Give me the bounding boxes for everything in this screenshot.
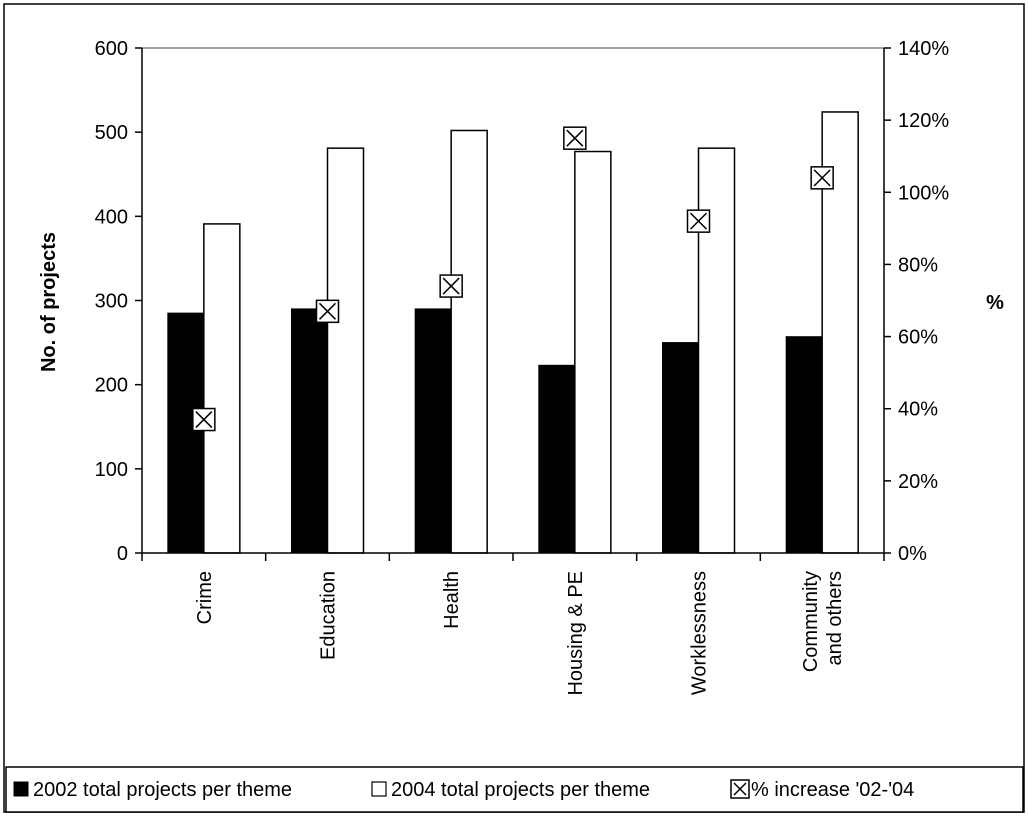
pct-marker-2 [439, 274, 463, 298]
bar-2002-3 [538, 364, 576, 554]
pct-marker-4 [686, 209, 711, 233]
x-category-label: Education [318, 571, 340, 660]
legend-label-2002: 2002 total projects per theme [33, 779, 292, 801]
y-tick-label: 200 [95, 375, 128, 397]
y2-tick-label: 0% [898, 543, 927, 565]
y-tick-label: 600 [95, 38, 128, 60]
bar-2002-2 [414, 308, 452, 554]
bar-2004-1 [326, 147, 365, 554]
y2-tick-label: 140% [898, 38, 949, 60]
pct-marker-1 [315, 299, 340, 324]
x-category-label: Crime [194, 571, 216, 624]
pct-marker-5 [810, 166, 834, 190]
bar-2002-1 [291, 308, 328, 554]
bar-2004-0 [203, 223, 241, 554]
marker-layer [192, 126, 834, 432]
bar-2002-5 [785, 336, 823, 554]
pct-marker-3 [563, 126, 587, 150]
bar-2004-2 [450, 129, 488, 554]
y-tick-label: 500 [95, 122, 128, 144]
x-category-label: Worklessness [689, 571, 711, 695]
bar-2004-4 [697, 147, 736, 554]
bar-2002-4 [662, 342, 699, 554]
y2-tick-label: 20% [898, 471, 938, 493]
x-category-label: and others [824, 571, 846, 666]
legend-swatch-pct [730, 779, 750, 799]
y2-axis-title: % [986, 292, 1004, 314]
y-tick-label: 0 [117, 543, 128, 565]
bar-layer [167, 111, 859, 554]
y-tick-label: 100 [95, 459, 128, 481]
y2-tick-label: 120% [898, 110, 949, 132]
chart-border [3, 3, 1025, 813]
legend-swatch-2004 [371, 781, 387, 797]
y2-tick-label: 100% [898, 182, 949, 204]
legend: 2002 total projects per theme 2004 total … [13, 779, 914, 801]
bar-2002-0 [167, 312, 205, 554]
bar-2004-3 [574, 150, 612, 554]
legend-box [5, 766, 1024, 813]
y2-tick-label: 60% [898, 327, 938, 349]
label-layer: 0 100 200 300 400 500 600 0% 20% 40% 60% 80% 100% 120… [95, 38, 950, 696]
axes-layer [135, 47, 891, 561]
y-tick-label: 400 [95, 206, 128, 228]
y-tick-label: 300 [95, 291, 128, 313]
y2-tick-label: 40% [898, 399, 938, 421]
y-axis-title: No. of projects [38, 232, 60, 372]
x-category-label: Community [800, 571, 822, 672]
legend-label-pct: % increase '02-'04 [751, 779, 914, 801]
y2-tick-label: 80% [898, 254, 938, 276]
pct-marker-0 [192, 407, 216, 432]
x-category-label: Health [441, 571, 463, 629]
legend-swatch-2002 [13, 781, 29, 797]
x-category-label: Housing & PE [565, 571, 587, 696]
legend-label-2004: 2004 total projects per theme [391, 779, 650, 801]
